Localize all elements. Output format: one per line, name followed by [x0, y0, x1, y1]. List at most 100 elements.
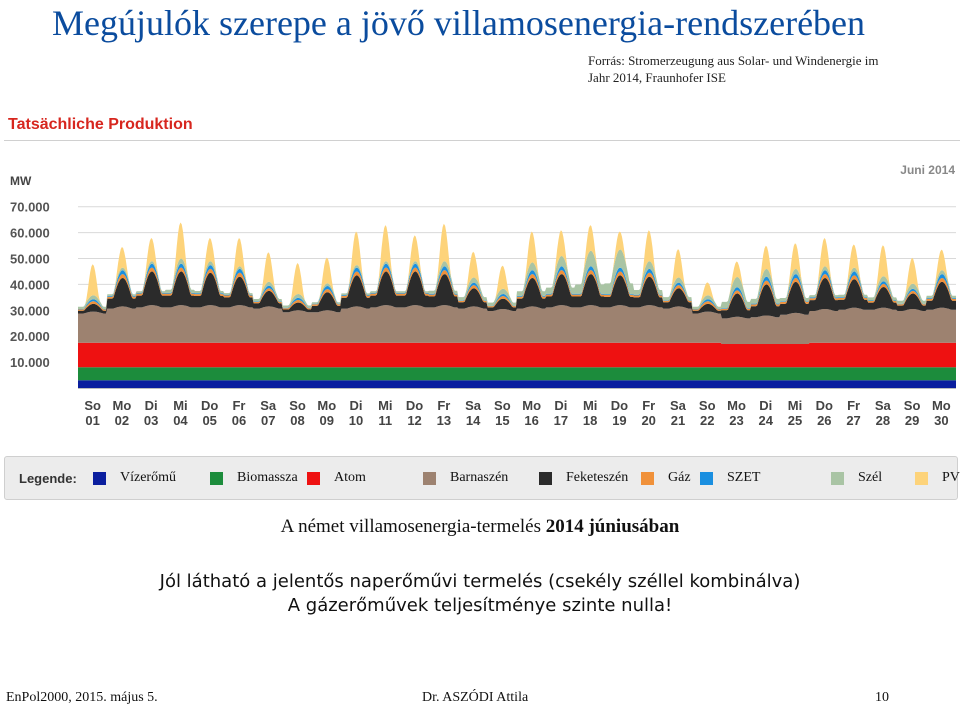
legend-swatch [700, 471, 713, 485]
legend-item: Vízerőmű [93, 469, 176, 487]
y-tick-label: 40.000 [10, 277, 50, 292]
legend-item: Atom [307, 469, 366, 487]
legend-item: Gáz [641, 469, 691, 487]
footer-event: EnPol2000, 2015. május 5. [6, 690, 158, 705]
note-line-1: Jól látható a jelentős naperőművi termel… [159, 571, 801, 592]
legend-item: PV [915, 469, 960, 487]
x-tick-day: So [84, 398, 101, 413]
caption-bold: 2014 júniusában [545, 516, 680, 537]
legend-swatch [307, 471, 320, 485]
x-tick-day: Fr [847, 398, 860, 413]
x-tick-day: Di [145, 398, 158, 413]
x-tick-date: 08 [290, 413, 304, 428]
legend-label: Barnaszén [450, 470, 509, 485]
legend-label: Vízerőmű [120, 470, 176, 485]
production-chart: MW Juni 2014 10.000 20.000 30.000 40.000 50.00… [0, 150, 960, 435]
page-number: 10 [875, 690, 889, 705]
note: Jól látható a jelentős naperőművi termel… [0, 570, 960, 618]
x-tick-date: 04 [173, 413, 188, 428]
legend-label: Feketeszén [566, 470, 629, 485]
legend-item: Szél [831, 469, 882, 487]
x-tick-date: 14 [466, 413, 481, 428]
source-line-1: Forrás: Stromerzeugung aus Solar- und Wi… [588, 53, 879, 68]
x-tick-day: So [904, 398, 921, 413]
x-tick-date: 26 [817, 413, 831, 428]
x-tick-date: 23 [729, 413, 743, 428]
legend-label: Atom [334, 470, 366, 485]
x-tick-date: 16 [524, 413, 538, 428]
legend-swatch [93, 471, 106, 485]
series-area [78, 222, 956, 307]
legend: Legende: Vízerőmű Biomassza Atom Barnaszén F… [4, 456, 960, 500]
x-tick-day: Sa [465, 398, 482, 413]
y-tick-label: 60.000 [10, 226, 50, 241]
y-tick-label: 50.000 [10, 252, 50, 267]
slide-title: Megújulók szerepe a jövő villamosenergia… [52, 3, 866, 43]
series-area [78, 367, 956, 381]
x-tick-day: Sa [875, 398, 892, 413]
x-tick-date: 18 [583, 413, 597, 428]
legend-item: Feketeszén [539, 469, 628, 487]
x-tick-date: 25 [788, 413, 802, 428]
x-tick-day: Mi [583, 398, 597, 413]
legend-swatch [210, 471, 223, 485]
series-area [78, 305, 956, 344]
legend-swatch [641, 471, 654, 485]
x-tick-day: Fr [232, 398, 245, 413]
x-tick-day: Do [611, 398, 628, 413]
y-tick-label: 10.000 [10, 355, 50, 370]
x-tick-date: 19 [612, 413, 626, 428]
x-tick-date: 24 [759, 413, 774, 428]
legend-label: SZET [727, 470, 761, 485]
series-area [78, 271, 956, 319]
x-tick-day: Sa [260, 398, 277, 413]
legend-item: Barnaszén [423, 469, 508, 487]
x-tick-day: Mo [522, 398, 541, 413]
series-area [78, 380, 956, 388]
x-tick-date: 05 [202, 413, 216, 428]
legend-label: Biomassza [237, 470, 298, 485]
x-tick-date: 27 [846, 413, 860, 428]
x-tick-day: Sa [670, 398, 687, 413]
x-tick-date: 07 [261, 413, 275, 428]
x-tick-day: Fr [642, 398, 655, 413]
x-tick-day: Fr [437, 398, 450, 413]
x-tick-day: So [699, 398, 716, 413]
x-tick-day: Do [201, 398, 218, 413]
legend-label: Gáz [668, 470, 691, 485]
x-tick-date: 22 [700, 413, 714, 428]
x-tick-date: 21 [671, 413, 685, 428]
x-tick-day: Di [759, 398, 772, 413]
x-tick-date: 09 [320, 413, 334, 428]
y-tick-label: 30.000 [10, 303, 50, 318]
x-tick-day: Mi [378, 398, 392, 413]
caption: A német villamosenergia-termelés 2014 jú… [0, 516, 960, 538]
x-tick-day: Mo [727, 398, 746, 413]
x-tick-day: So [494, 398, 511, 413]
y-tick-label: 20.000 [10, 329, 50, 344]
x-tick-date: 11 [378, 413, 392, 428]
x-tick-date: 30 [934, 413, 948, 428]
x-tick-day: Mi [788, 398, 802, 413]
x-tick-date: 20 [641, 413, 655, 428]
legend-label: Szél [858, 470, 883, 485]
series-area [78, 263, 956, 310]
x-tick-day: Di [554, 398, 567, 413]
series-area [78, 249, 956, 309]
x-tick-date: 01 [85, 413, 99, 428]
x-tick-date: 17 [554, 413, 568, 428]
footer-author: Dr. ASZÓDI Attila [422, 690, 529, 705]
x-tick-day: So [289, 398, 306, 413]
legend-label: PV [942, 470, 960, 485]
x-tick-day: Do [406, 398, 423, 413]
source-line-2: Jahr 2014, Fraunhofer ISE [588, 70, 726, 85]
x-tick-date: 10 [349, 413, 363, 428]
legend-swatch [915, 471, 928, 485]
source-note: Forrás: Stromerzeugung aus Solar- und Wi… [588, 52, 928, 86]
x-tick-date: 28 [876, 413, 890, 428]
period-label: Juni 2014 [900, 163, 955, 177]
caption-text: A német villamosenergia-termelés [280, 516, 546, 537]
legend-title: Legende: [19, 471, 77, 486]
x-tick-date: 06 [232, 413, 246, 428]
legend-item: SZET [700, 469, 760, 487]
